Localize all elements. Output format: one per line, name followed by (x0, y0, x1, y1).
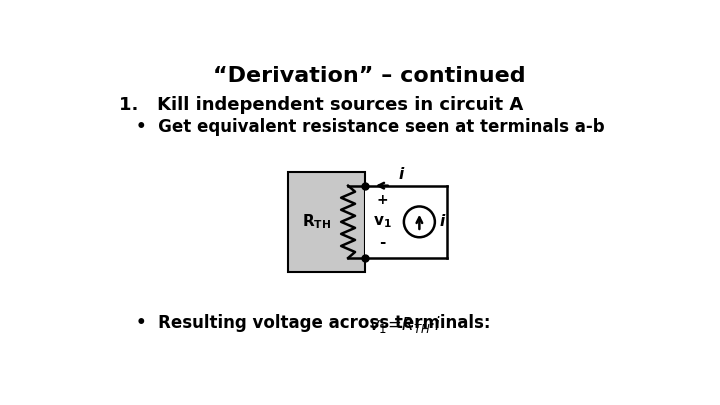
Text: $\mathbf{R_{TH}}$: $\mathbf{R_{TH}}$ (302, 213, 330, 231)
Text: -: - (379, 235, 385, 250)
Text: $\mathit{v}_1\!=\!R_{TH}{\cdot}i$: $\mathit{v}_1\!=\!R_{TH}{\cdot}i$ (369, 314, 441, 335)
Text: •  Get equivalent resistance seen at terminals a-b: • Get equivalent resistance seen at term… (137, 118, 605, 136)
Bar (287, 172, 365, 272)
Text: i: i (398, 167, 403, 182)
Text: i: i (439, 214, 445, 229)
Text: +: + (377, 193, 388, 207)
Bar (365, 185, 446, 258)
Text: “Derivation” – continued: “Derivation” – continued (212, 66, 526, 85)
Text: 1.   Kill independent sources in circuit A: 1. Kill independent sources in circuit A (120, 96, 523, 114)
Text: •  Resulting voltage across terminals:: • Resulting voltage across terminals: (137, 314, 503, 332)
Text: $\mathbf{v_1}$: $\mathbf{v_1}$ (373, 214, 392, 230)
Circle shape (404, 207, 435, 237)
